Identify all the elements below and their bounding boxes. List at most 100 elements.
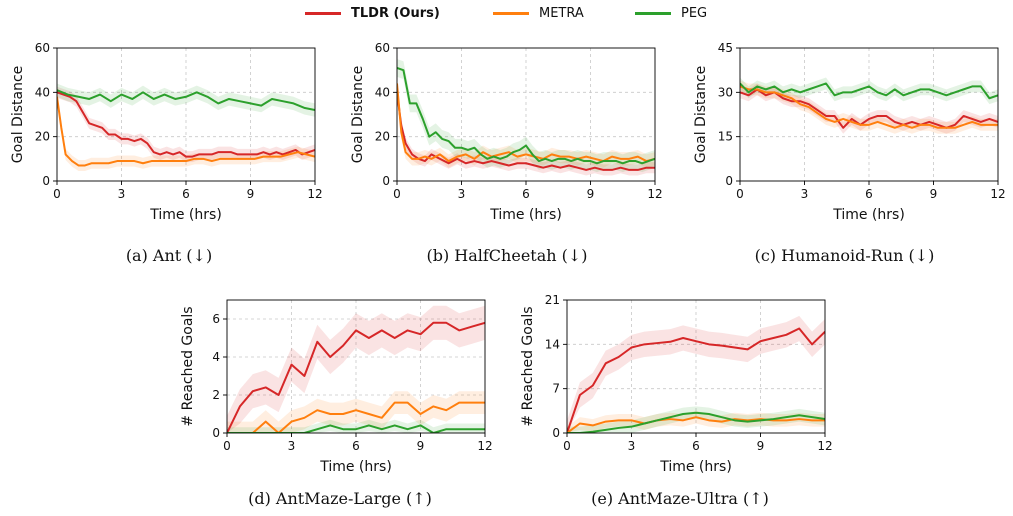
y-axis-label: Goal Distance	[10, 66, 26, 164]
series-line	[567, 416, 825, 433]
y-tick-label: 15	[718, 130, 733, 144]
series-band	[740, 83, 998, 134]
series-line	[567, 327, 825, 433]
series-line	[227, 401, 485, 433]
y-tick-label: 0	[212, 426, 220, 440]
series-line	[57, 96, 315, 167]
series-line	[740, 88, 998, 129]
series-band	[740, 80, 998, 134]
x-tick-label: 0	[563, 439, 571, 453]
y-tick-label: 40	[35, 85, 50, 99]
x-tick-label: 12	[307, 187, 322, 201]
x-tick-label: 6	[522, 187, 530, 201]
series-band	[227, 305, 485, 433]
series-line	[57, 89, 315, 112]
x-axis-label: Time (hrs)	[149, 207, 222, 223]
y-tick-label: 0	[42, 174, 50, 188]
plot-area	[567, 315, 825, 433]
y-axis-label: # Reached Goals	[180, 306, 196, 426]
series-band	[57, 91, 315, 172]
legend-swatch-tldr	[305, 11, 341, 15]
series-band	[227, 419, 485, 433]
legend: TLDR (Ours) METRA PEG	[0, 0, 1013, 26]
y-tick-label: 0	[382, 174, 390, 188]
legend-item-metra: METRA	[493, 3, 584, 23]
series-band	[567, 410, 825, 433]
x-tick-label: 0	[393, 187, 401, 201]
legend-label-tldr: TLDR (Ours)	[351, 5, 440, 21]
y-tick-label: 60	[35, 41, 50, 55]
series-line	[397, 92, 655, 171]
series-line	[397, 67, 655, 165]
y-tick-label: 21	[545, 293, 560, 307]
legend-label-metra: METRA	[539, 5, 584, 21]
caption-humanoid-run: (c) Humanoid-Run (↓)	[754, 246, 935, 265]
series-band	[740, 77, 998, 105]
y-tick-label: 40	[375, 85, 390, 99]
y-tick-label: 2	[212, 388, 220, 402]
y-tick-label: 45	[718, 41, 733, 55]
y-tick-label: 60	[375, 41, 390, 55]
y-tick-label: 14	[545, 337, 560, 351]
caption-ant: (a) Ant (↓)	[125, 246, 213, 265]
x-tick-label: 0	[736, 187, 744, 201]
plot-area	[227, 305, 485, 433]
legend-item-peg: PEG	[635, 3, 707, 23]
x-tick-label: 12	[647, 187, 662, 201]
x-axis-label: Time (hrs)	[489, 207, 562, 223]
legend-item-tldr: TLDR (Ours)	[305, 3, 440, 23]
chart-humanoid-run: 0 3 6 9 12 0 15 30 45 Time (hrs) Goal Distance	[693, 41, 1006, 223]
caption-antmaze-large: (d) AntMaze-Large (↑)	[248, 489, 432, 508]
x-tick-label: 3	[288, 439, 296, 453]
legend-swatch-peg	[635, 11, 671, 15]
plot-area	[57, 83, 315, 172]
y-axis-label: # Reached Goals	[520, 306, 536, 426]
y-tick-label: 0	[552, 426, 560, 440]
caption-halfcheetah: (b) HalfCheetah (↓)	[426, 246, 588, 265]
y-tick-label: 20	[35, 130, 50, 144]
x-tick-label: 12	[990, 187, 1005, 201]
series-line	[227, 424, 485, 433]
y-tick-label: 6	[212, 312, 220, 326]
series-band	[397, 59, 655, 173]
x-tick-label: 3	[458, 187, 466, 201]
plot-area	[397, 59, 655, 176]
y-tick-label: 7	[552, 382, 560, 396]
x-axis-label: Time (hrs)	[319, 459, 392, 475]
x-tick-label: 0	[223, 439, 231, 453]
x-tick-label: 6	[692, 439, 700, 453]
x-tick-label: 3	[628, 439, 636, 453]
chart-antmaze-large: 0 3 6 9 12 0 2 4 6 Time (hrs) # Reached Goals	[180, 299, 493, 475]
series-band	[57, 83, 315, 117]
series-line	[740, 82, 998, 100]
x-tick-label: 9	[930, 187, 938, 201]
legend-swatch-metra	[493, 11, 529, 15]
x-tick-label: 9	[587, 187, 595, 201]
x-tick-label: 9	[247, 187, 255, 201]
x-tick-label: 3	[118, 187, 126, 201]
y-tick-label: 0	[725, 174, 733, 188]
x-tick-label: 6	[182, 187, 190, 201]
y-axis-label: Goal Distance	[350, 66, 366, 164]
series-line	[740, 85, 998, 129]
x-axis-label: Time (hrs)	[832, 207, 905, 223]
x-tick-label: 12	[477, 439, 492, 453]
x-axis-label: Time (hrs)	[659, 459, 732, 475]
series-line	[397, 83, 655, 163]
y-axis-label: Goal Distance	[693, 66, 709, 164]
x-tick-label: 0	[53, 187, 61, 201]
chart-antmaze-ultra: 0 3 6 9 12 0 7 14 21 Time (hrs) # Reached Goals	[520, 293, 833, 475]
series-band	[57, 86, 315, 163]
x-tick-label: 12	[817, 439, 832, 453]
plot-area	[740, 77, 998, 134]
series-band	[567, 315, 825, 433]
chart-ant: 0 3 6 9 12 0 20 40 60 Time (hrs) Goal Distance	[10, 41, 323, 223]
series-line	[567, 411, 825, 433]
x-tick-label: 3	[801, 187, 809, 201]
x-tick-label: 6	[352, 439, 360, 453]
legend-label-peg: PEG	[681, 5, 708, 21]
x-tick-label: 9	[417, 439, 425, 453]
y-tick-label: 30	[718, 85, 733, 99]
series-line	[57, 91, 315, 158]
caption-antmaze-ultra: (e) AntMaze-Ultra (↑)	[591, 489, 769, 508]
